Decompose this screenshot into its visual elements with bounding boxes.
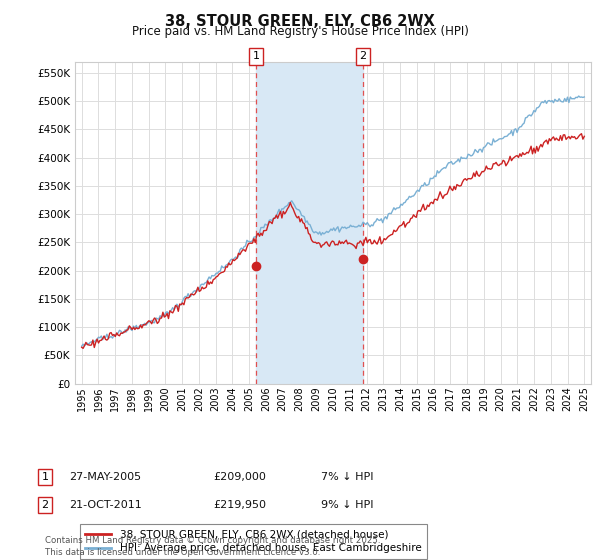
Text: Contains HM Land Registry data © Crown copyright and database right 2025.
This d: Contains HM Land Registry data © Crown c… [45,536,380,557]
Text: 7% ↓ HPI: 7% ↓ HPI [321,472,373,482]
Text: 1: 1 [41,472,49,482]
Legend: 38, STOUR GREEN, ELY, CB6 2WX (detached house), HPI: Average price, detached hou: 38, STOUR GREEN, ELY, CB6 2WX (detached … [80,524,427,559]
Text: 38, STOUR GREEN, ELY, CB6 2WX: 38, STOUR GREEN, ELY, CB6 2WX [165,14,435,29]
Text: 1: 1 [253,52,259,61]
Text: £219,950: £219,950 [213,500,266,510]
Text: 21-OCT-2011: 21-OCT-2011 [69,500,142,510]
Text: £209,000: £209,000 [213,472,266,482]
Text: 2: 2 [41,500,49,510]
Text: 2: 2 [359,52,367,61]
Text: 27-MAY-2005: 27-MAY-2005 [69,472,141,482]
Text: 9% ↓ HPI: 9% ↓ HPI [321,500,373,510]
Bar [256,62,363,384]
Text: Price paid vs. HM Land Registry's House Price Index (HPI): Price paid vs. HM Land Registry's House … [131,25,469,38]
